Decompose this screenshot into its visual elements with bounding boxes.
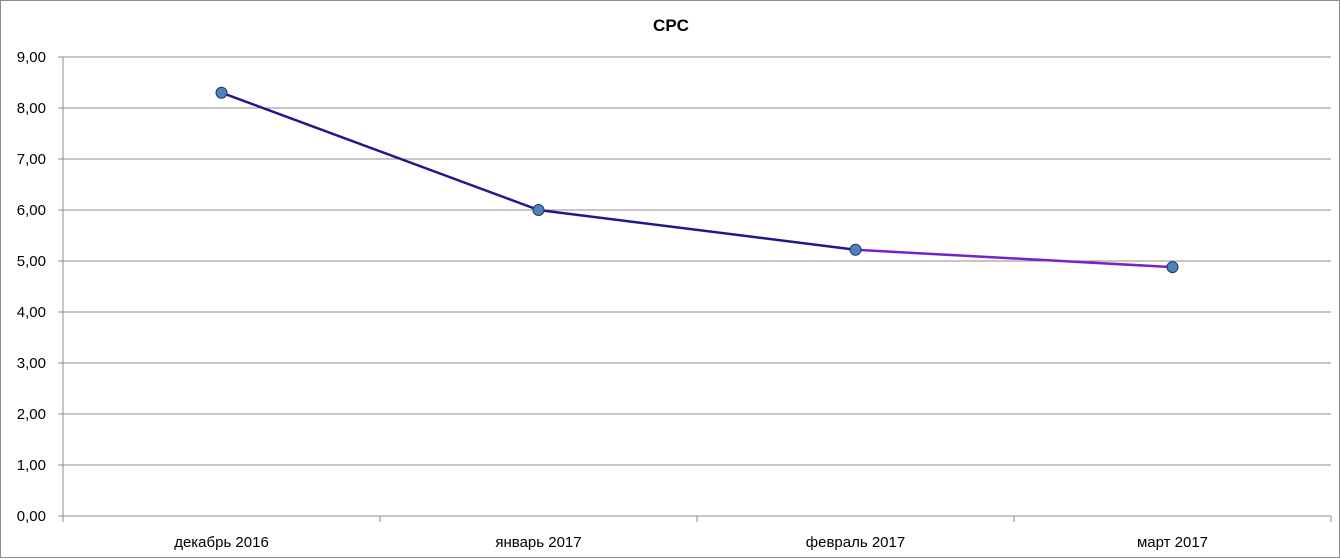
y-tick-label: 3,00	[17, 355, 46, 372]
series-line-segment	[854, 248, 1174, 269]
grid-layer	[63, 56, 1331, 466]
y-tick-label: 7,00	[17, 151, 46, 168]
x-tick-label: январь 2017	[495, 534, 581, 551]
data-point-marker	[532, 204, 545, 216]
marker-layer	[215, 86, 1179, 274]
chart-title: CPC	[653, 16, 689, 35]
data-point-marker	[215, 86, 228, 99]
x-tick-label: февраль 2017	[806, 534, 905, 551]
data-point-marker	[1166, 261, 1179, 274]
y-tick-label: 9,00	[17, 49, 46, 66]
y-tick-label: 0,00	[17, 508, 46, 525]
axis-layer: 0,00 1,00 2,00 3,00 4,00 5,00 6,00 7,00 8,00 9,00…	[17, 49, 1332, 551]
y-tick-label: 2,00	[17, 406, 46, 423]
y-tick-label: 5,00	[17, 253, 46, 270]
x-tick-label: март 2017	[1137, 534, 1208, 551]
y-tick-label: 4,00	[17, 304, 46, 321]
y-tick-label: 8,00	[17, 100, 46, 117]
series-line-segment	[537, 208, 857, 252]
y-tick-label: 6,00	[17, 202, 46, 219]
series-layer	[220, 91, 1174, 269]
y-tick-label: 1,00	[17, 457, 46, 474]
data-point-marker	[849, 243, 862, 256]
x-tick-label: декабрь 2016	[174, 534, 269, 551]
series-line-segment	[220, 91, 540, 212]
